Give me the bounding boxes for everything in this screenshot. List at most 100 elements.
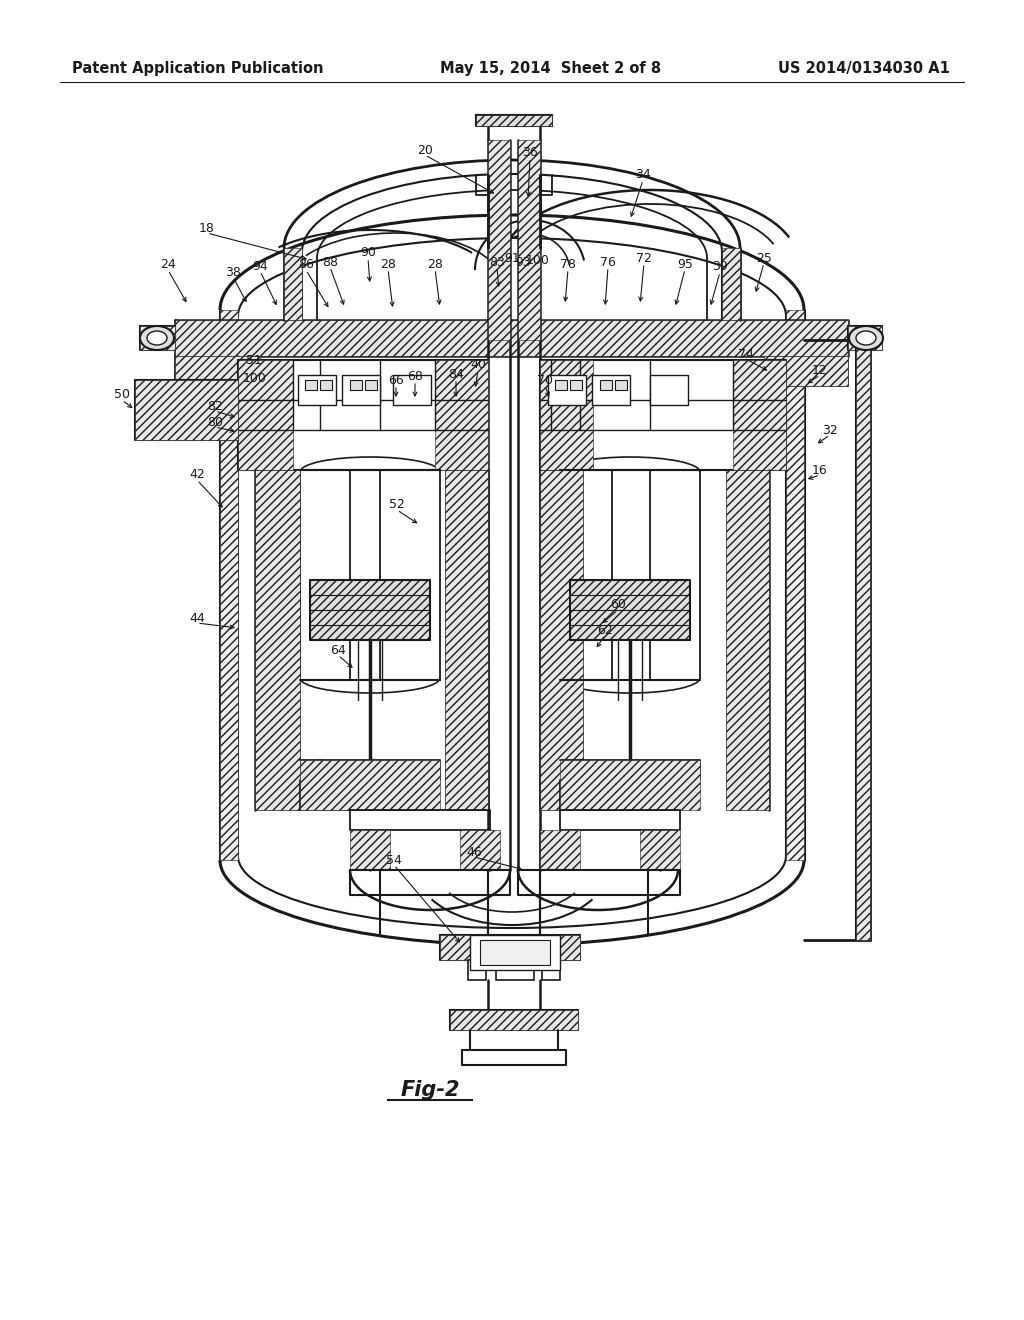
Text: 94: 94 <box>252 260 268 272</box>
Text: 93: 93 <box>515 256 530 268</box>
Ellipse shape <box>856 331 876 345</box>
Bar <box>135 380 238 440</box>
Text: 54: 54 <box>386 854 402 866</box>
Bar <box>450 1010 578 1030</box>
Text: 83: 83 <box>489 256 505 268</box>
Bar <box>468 960 486 979</box>
Text: 100: 100 <box>243 371 267 384</box>
Bar <box>548 375 586 405</box>
Text: 88: 88 <box>322 256 338 268</box>
Text: 68: 68 <box>408 370 423 383</box>
Text: 46: 46 <box>466 846 482 858</box>
Bar <box>238 360 293 470</box>
Bar <box>555 380 567 389</box>
Bar <box>518 140 540 341</box>
Bar <box>460 830 500 870</box>
Bar <box>570 579 690 640</box>
Bar <box>365 380 377 389</box>
Bar <box>435 360 488 470</box>
Bar <box>786 310 804 861</box>
Text: 25: 25 <box>756 252 772 264</box>
Ellipse shape <box>849 326 883 350</box>
Text: 18: 18 <box>199 222 215 235</box>
Bar <box>540 830 580 870</box>
Bar <box>284 248 302 319</box>
Text: Patent Application Publication: Patent Application Publication <box>72 61 324 75</box>
Bar <box>445 470 488 810</box>
Bar <box>319 380 332 389</box>
Bar <box>298 375 336 405</box>
Text: 39: 39 <box>712 260 728 273</box>
Text: 95: 95 <box>677 257 693 271</box>
Text: 64: 64 <box>330 644 346 656</box>
Text: 72: 72 <box>636 252 652 264</box>
Text: 80: 80 <box>207 416 223 429</box>
Text: 52: 52 <box>389 499 404 511</box>
Bar <box>540 360 593 470</box>
Text: 66: 66 <box>388 374 403 387</box>
Bar <box>342 375 380 405</box>
Bar <box>305 380 317 389</box>
Text: Fig-2: Fig-2 <box>400 1080 460 1100</box>
Text: 32: 32 <box>822 424 838 437</box>
Text: 40: 40 <box>470 359 486 371</box>
Bar <box>722 248 740 319</box>
Ellipse shape <box>147 331 167 345</box>
Text: May 15, 2014  Sheet 2 of 8: May 15, 2014 Sheet 2 of 8 <box>440 61 662 75</box>
Bar <box>848 326 882 350</box>
Bar <box>480 940 550 965</box>
Bar <box>764 356 848 385</box>
Bar <box>440 935 580 960</box>
Text: 36: 36 <box>522 147 538 160</box>
Bar <box>488 140 510 341</box>
Text: 82: 82 <box>207 400 223 412</box>
Text: 24: 24 <box>160 259 176 272</box>
Bar <box>542 960 560 979</box>
Bar <box>175 356 260 385</box>
Text: 42: 42 <box>189 469 205 482</box>
Bar <box>393 375 431 405</box>
Bar <box>560 760 700 810</box>
Bar <box>856 341 870 940</box>
Text: 91: 91 <box>504 252 520 264</box>
Text: US 2014/0134030 A1: US 2014/0134030 A1 <box>778 61 950 75</box>
Bar <box>350 830 390 870</box>
Text: 38: 38 <box>225 265 241 279</box>
Text: 74: 74 <box>738 347 754 360</box>
Text: 100: 100 <box>526 253 550 267</box>
Text: 16: 16 <box>812 463 827 477</box>
Text: 34: 34 <box>635 169 651 181</box>
Bar <box>592 375 630 405</box>
Bar <box>140 326 175 350</box>
Text: 86: 86 <box>298 259 314 272</box>
Text: 50: 50 <box>114 388 130 401</box>
Text: 28: 28 <box>427 257 443 271</box>
Text: 28: 28 <box>380 257 396 271</box>
Bar <box>570 380 582 389</box>
Bar <box>726 470 769 810</box>
Bar <box>255 470 300 810</box>
Bar <box>310 579 430 640</box>
Text: 12: 12 <box>812 363 827 376</box>
Bar <box>300 760 440 810</box>
Bar <box>175 319 848 356</box>
Text: 90: 90 <box>360 247 376 260</box>
Text: 44: 44 <box>189 611 205 624</box>
Bar <box>650 375 688 405</box>
Bar <box>733 360 786 470</box>
Text: 70: 70 <box>537 374 553 387</box>
Text: 78: 78 <box>560 257 575 271</box>
Text: 76: 76 <box>600 256 616 268</box>
Text: 20: 20 <box>417 144 433 157</box>
Bar <box>470 935 560 970</box>
Bar <box>615 380 627 389</box>
Bar <box>540 470 583 810</box>
Ellipse shape <box>140 326 174 350</box>
Text: 84: 84 <box>449 367 464 380</box>
Bar <box>476 115 552 125</box>
Bar <box>600 380 612 389</box>
Text: 51: 51 <box>246 354 262 367</box>
Bar <box>220 310 238 861</box>
Text: 62: 62 <box>597 623 613 636</box>
Bar <box>640 830 680 870</box>
